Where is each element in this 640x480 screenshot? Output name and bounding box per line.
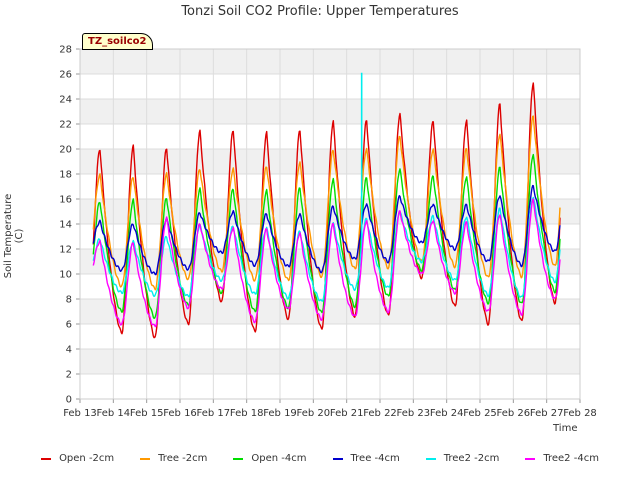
legend-label: Tree -2cm (158, 453, 208, 464)
legend-label: Open -2cm (59, 453, 115, 464)
grid-band (80, 299, 580, 324)
x-tick-label: Feb 22 (363, 408, 397, 419)
grid-band (80, 249, 580, 274)
chart-title: Tonzi Soil CO2 Profile: Upper Temperatur… (181, 4, 459, 19)
series-line-tree-4cm (92, 184, 561, 276)
legend-label: Tree2 -4cm (543, 453, 599, 464)
y-tick-label: 10 (59, 270, 72, 281)
x-tick-label: Feb 25 (463, 408, 497, 419)
y-tick-label: 22 (59, 120, 72, 131)
x-tick-label: Feb 24 (430, 408, 464, 419)
legend-label: Tree2 -2cm (443, 453, 500, 464)
y-tick-label: 8 (66, 295, 72, 306)
series-line-tree-2cm (92, 115, 561, 291)
x-tick-label: Feb 27 (530, 408, 564, 419)
series-line-tree2-4cm (92, 198, 561, 328)
y-tick-label: 14 (59, 220, 72, 231)
legend-label: Tree -4cm (350, 453, 400, 464)
x-tick-label: Feb 17 (197, 408, 231, 419)
legend-swatch (525, 457, 536, 460)
x-tick-label: Feb 16 (163, 408, 197, 419)
chart-legend: Open -2cm Tree -2cm Open -4cm Tree -4cm Tree… (0, 453, 640, 464)
legend-swatch (425, 457, 436, 460)
grid-band (80, 99, 580, 124)
x-tick-label: Feb 14 (97, 408, 131, 419)
legend-item: Tree2 -4cm (525, 453, 599, 464)
x-axis-label: Time (553, 423, 578, 434)
legend-item: Tree2 -2cm (425, 453, 500, 464)
y-tick-label: 4 (66, 345, 72, 356)
x-tick-label: Feb 19 (263, 408, 297, 419)
legend-item: Open -2cm (41, 453, 114, 464)
plot-frame (79, 48, 581, 400)
grid-band (80, 349, 580, 374)
legend-label: Open -4cm (251, 453, 307, 464)
x-tick-label: Feb 21 (330, 408, 364, 419)
y-tick-label: 20 (59, 145, 72, 156)
x-tick-label: Feb 15 (130, 408, 164, 419)
x-tick-label: Feb 13 (63, 408, 97, 419)
y-tick-label: 28 (59, 45, 72, 56)
legend-item: Open -4cm (233, 453, 307, 464)
series-line-tree2-2cm (92, 196, 561, 302)
y-tick-label: 24 (59, 95, 72, 106)
site-badge: TZ_soilco2 (82, 33, 153, 50)
y-tick-label: 16 (59, 195, 72, 206)
legend-swatch (140, 457, 151, 460)
x-tick-label: Feb 28 (563, 408, 597, 419)
grid-band (80, 49, 580, 74)
legend-swatch (41, 457, 52, 460)
y-tick-label: 12 (59, 245, 72, 256)
x-tick-label: Feb 18 (230, 408, 264, 419)
y-tick-label: 18 (59, 170, 72, 181)
legend-item: Tree -4cm (332, 453, 400, 464)
x-tick-label: Feb 20 (297, 408, 331, 419)
legend-swatch (332, 457, 343, 460)
x-tick-label: Feb 26 (497, 408, 531, 419)
x-tick-label: Feb 23 (397, 408, 431, 419)
legend-item: Tree -2cm (140, 453, 207, 464)
y-tick-label: 0 (66, 395, 72, 406)
legend-swatch (233, 457, 244, 460)
y-tick-label: 6 (66, 320, 72, 331)
y-tick-label: 26 (59, 70, 72, 81)
y-tick-label: 2 (66, 370, 72, 381)
